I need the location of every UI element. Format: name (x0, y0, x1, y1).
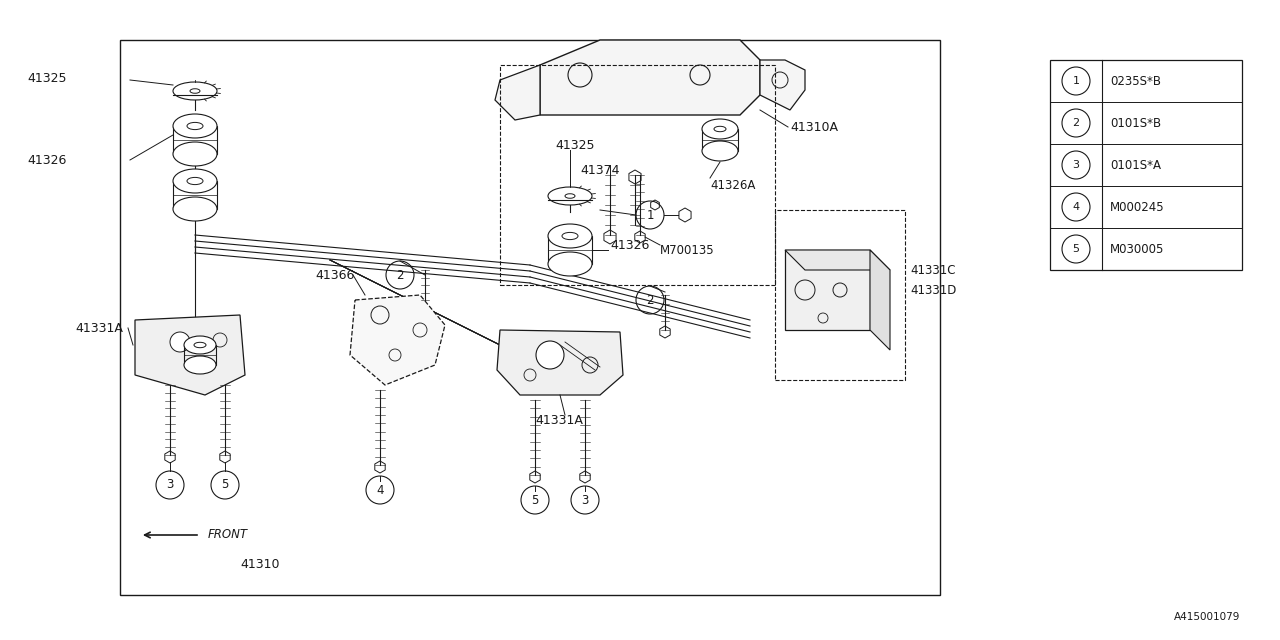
Text: 0101S*B: 0101S*B (1110, 116, 1161, 129)
Circle shape (170, 332, 189, 352)
Text: 5: 5 (221, 479, 229, 492)
Bar (173, 126, 218, 154)
Ellipse shape (548, 224, 593, 248)
Text: 2: 2 (646, 294, 654, 307)
Text: 41326: 41326 (27, 154, 67, 166)
Ellipse shape (173, 169, 218, 193)
Bar (500, 65, 774, 285)
Text: 41326: 41326 (611, 239, 649, 252)
Bar (701, 129, 739, 151)
Bar (120, 40, 940, 595)
Ellipse shape (701, 119, 739, 139)
Text: 5: 5 (531, 493, 539, 506)
Text: 2: 2 (397, 269, 403, 282)
Text: 1: 1 (1073, 76, 1079, 86)
Bar (785, 250, 870, 330)
Ellipse shape (173, 197, 218, 221)
Ellipse shape (173, 114, 218, 138)
Text: M000245: M000245 (1110, 200, 1165, 214)
Text: 41310A: 41310A (790, 120, 838, 134)
Text: 1: 1 (646, 209, 654, 221)
Text: 5: 5 (1073, 244, 1079, 254)
Ellipse shape (184, 336, 216, 354)
Text: 41325: 41325 (27, 72, 67, 84)
Ellipse shape (701, 141, 739, 161)
Bar (774, 210, 905, 380)
Polygon shape (540, 40, 760, 115)
Ellipse shape (548, 187, 593, 205)
Polygon shape (870, 250, 890, 350)
Text: 41331D: 41331D (910, 284, 956, 296)
Text: 2: 2 (1073, 118, 1079, 128)
Text: M030005: M030005 (1110, 243, 1165, 255)
Polygon shape (785, 250, 890, 270)
Text: FRONT: FRONT (209, 529, 248, 541)
Text: 3: 3 (1073, 160, 1079, 170)
Text: 41326A: 41326A (710, 179, 755, 191)
Text: 41331A: 41331A (535, 413, 582, 426)
Polygon shape (349, 295, 445, 385)
Text: 4: 4 (1073, 202, 1079, 212)
Polygon shape (760, 60, 805, 110)
Polygon shape (495, 65, 540, 120)
Bar (548, 236, 593, 264)
Text: 3: 3 (581, 493, 589, 506)
Text: 41331C: 41331C (910, 264, 955, 276)
Text: 0101S*A: 0101S*A (1110, 159, 1161, 172)
Ellipse shape (173, 82, 218, 100)
Polygon shape (134, 315, 244, 395)
Ellipse shape (173, 142, 218, 166)
Text: 4: 4 (376, 483, 384, 497)
Ellipse shape (548, 252, 593, 276)
Text: 3: 3 (166, 479, 174, 492)
Bar (1050, 60, 1242, 270)
Polygon shape (497, 330, 623, 395)
Text: 41331A: 41331A (76, 321, 123, 335)
Circle shape (536, 341, 564, 369)
Text: 41325: 41325 (556, 138, 594, 152)
Bar (184, 345, 216, 365)
Text: 41310: 41310 (241, 559, 279, 572)
Ellipse shape (184, 356, 216, 374)
Bar (173, 181, 218, 209)
Text: 41374: 41374 (580, 163, 620, 177)
Text: 41366: 41366 (315, 269, 355, 282)
Text: M700135: M700135 (660, 243, 714, 257)
Text: A415001079: A415001079 (1174, 612, 1240, 622)
Text: 0235S*B: 0235S*B (1110, 74, 1161, 88)
